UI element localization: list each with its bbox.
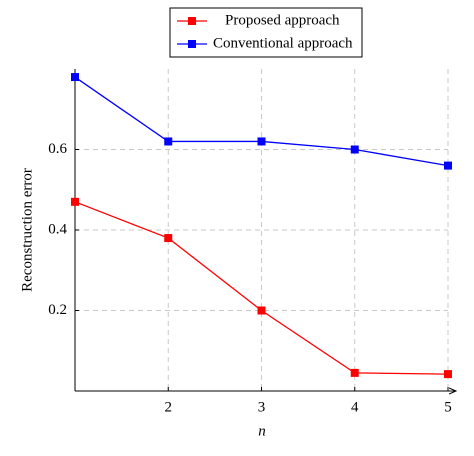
point <box>164 234 173 243</box>
point <box>444 161 452 170</box>
point <box>257 137 266 146</box>
point <box>257 306 266 315</box>
x-tick-label: 5 <box>444 399 452 415</box>
legend-marker <box>188 17 196 25</box>
legend-label: Conventional approach <box>213 35 353 51</box>
point <box>71 73 79 82</box>
x-axis-label: n <box>258 423 266 439</box>
y-tick-label: 0.2 <box>48 302 67 318</box>
y-tick-label: 0.6 <box>48 141 67 157</box>
legend-label: Proposed approach <box>225 12 340 28</box>
x-tick-label: 2 <box>165 399 173 415</box>
point <box>164 137 173 146</box>
y-tick-label: 0.4 <box>48 221 67 237</box>
x-tick-label: 3 <box>258 399 266 415</box>
point <box>71 197 79 206</box>
y-axis-label: Reconstruction error <box>19 168 35 292</box>
point <box>350 368 359 377</box>
legend <box>169 7 363 58</box>
x-tick-label: 4 <box>351 399 359 415</box>
legend-marker <box>188 40 196 48</box>
point <box>350 145 359 154</box>
point <box>444 370 452 379</box>
